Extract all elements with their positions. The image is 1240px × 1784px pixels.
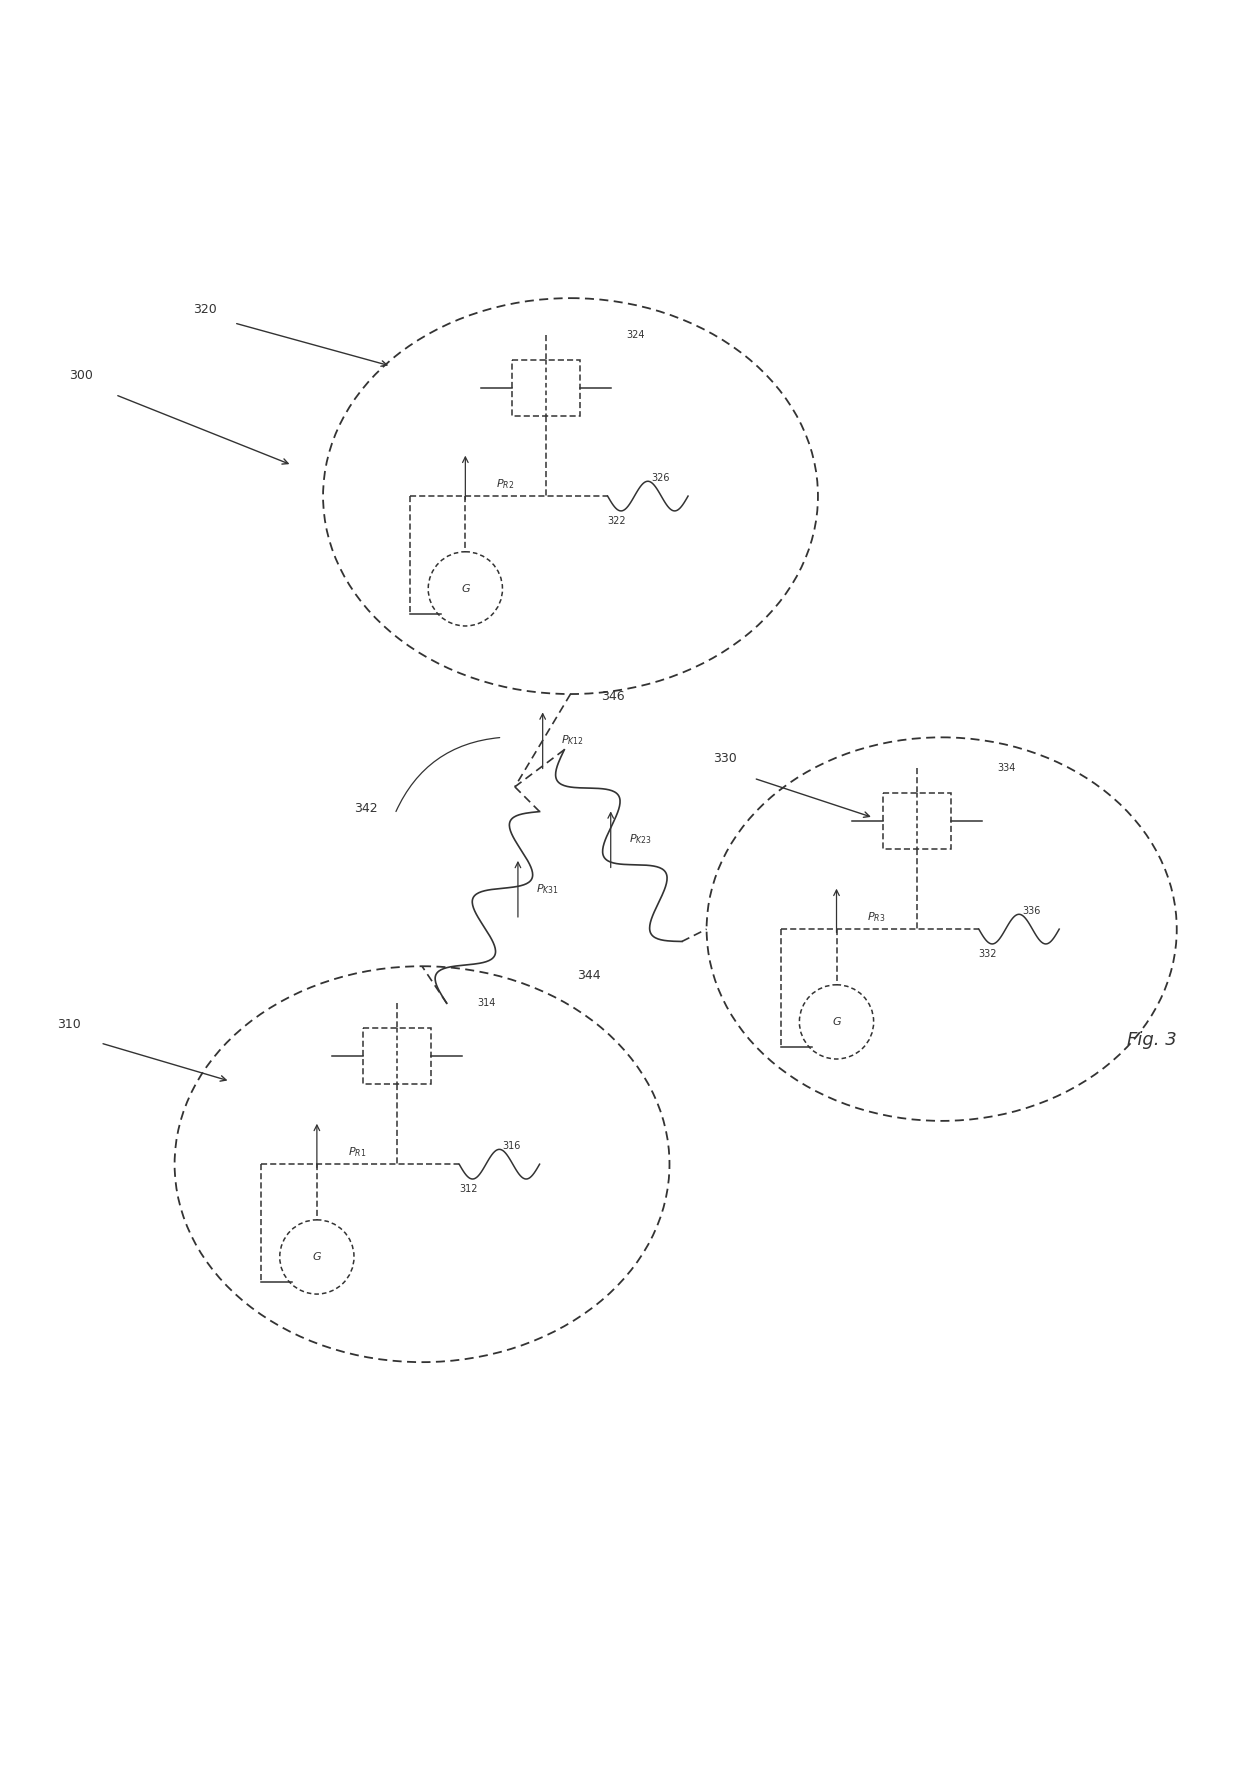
Text: 330: 330 [713,753,737,765]
Text: Fig. 3: Fig. 3 [1127,1031,1177,1049]
Text: 300: 300 [69,369,93,382]
Bar [363,1028,432,1083]
Text: 346: 346 [601,690,625,703]
Text: 310: 310 [57,1019,81,1031]
Text: 320: 320 [193,303,217,316]
Bar [883,794,951,849]
Text: 326: 326 [651,473,670,482]
Text: 344: 344 [577,969,600,981]
Text: 322: 322 [608,516,626,526]
Text: 336: 336 [1022,906,1040,915]
Text: $P_{K31}$: $P_{K31}$ [537,881,559,896]
Text: $P_{K23}$: $P_{K23}$ [629,833,652,846]
Text: 316: 316 [502,1140,521,1151]
Text: 324: 324 [626,330,645,341]
Text: $P_{R1}$: $P_{R1}$ [347,1145,366,1160]
Text: $P_{K12}$: $P_{K12}$ [562,733,584,747]
Text: 312: 312 [459,1185,477,1193]
Text: 314: 314 [477,999,496,1008]
Text: $P_{R2}$: $P_{R2}$ [496,476,515,491]
Text: 342: 342 [353,801,378,815]
Bar [512,360,580,416]
Text: G: G [312,1252,321,1261]
Text: G: G [832,1017,841,1028]
Text: 334: 334 [997,764,1016,772]
Text: 332: 332 [978,949,997,958]
Text: G: G [461,583,470,594]
Text: $P_{R3}$: $P_{R3}$ [868,910,885,924]
